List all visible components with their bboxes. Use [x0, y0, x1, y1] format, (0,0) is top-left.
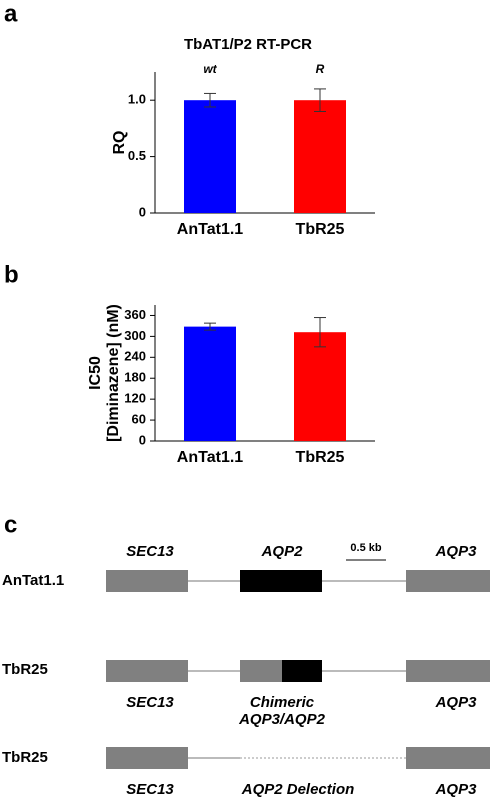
- y-tick-label: 60: [132, 412, 146, 427]
- gene-diagram: 0.5 kb AnTat1.1 SEC13 AQP2 AQP3 TbR25 SE…: [2, 542, 490, 798]
- panel-label: a: [4, 0, 18, 27]
- gene-box: [106, 660, 188, 682]
- y-axis-label: IC50: [87, 356, 104, 390]
- gene-label: AQP2 Delection: [241, 781, 355, 798]
- y-axis-label: RQ: [111, 131, 128, 155]
- y-tick-label: 120: [124, 391, 146, 406]
- gene-label: AQP3: [435, 694, 478, 711]
- gene-box: [240, 660, 282, 682]
- gene-label: AQP3: [435, 543, 478, 560]
- y-tick-label: 0: [139, 204, 146, 219]
- x-tick-label: AnTat1.1: [177, 449, 243, 466]
- annotation: wt: [203, 62, 217, 76]
- gene-box: [406, 747, 490, 769]
- gene-box: [106, 747, 188, 769]
- gene-label: AQP3/AQP2: [238, 711, 326, 728]
- row-label: TbR25: [2, 661, 48, 678]
- gene-box: [240, 570, 322, 592]
- x-tick-label: TbR25: [296, 221, 345, 238]
- row-label: TbR25: [2, 749, 48, 766]
- gene-box: [282, 660, 322, 682]
- gene-label: AQP2: [261, 543, 304, 560]
- y-tick-label: 1.0: [128, 92, 146, 107]
- error-bar: [204, 322, 216, 331]
- error-bar: [204, 92, 216, 108]
- y-tick-label: 0.5: [128, 148, 146, 163]
- row-label: AnTat1.1: [2, 572, 64, 589]
- gene-box: [406, 660, 490, 682]
- x-tick-label: TbR25: [296, 449, 345, 466]
- y-axis-label: [Diminazene] (nM): [105, 304, 122, 442]
- y-tick-label: 360: [124, 307, 146, 322]
- bar: [184, 100, 236, 213]
- panel-label: b: [4, 261, 19, 288]
- gene-box: [106, 570, 188, 592]
- gene-label: AQP3: [435, 781, 478, 798]
- annotation: R: [316, 62, 325, 76]
- gene-box: [406, 570, 490, 592]
- y-tick-label: 240: [124, 349, 146, 364]
- error-bar: [314, 317, 326, 348]
- y-tick-label: 300: [124, 328, 146, 343]
- gene-label: SEC13: [126, 781, 174, 798]
- y-tick-label: 0: [139, 432, 146, 447]
- error-bar: [314, 88, 326, 112]
- y-tick-label: 180: [124, 370, 146, 385]
- bar: [294, 332, 346, 441]
- x-tick-label: AnTat1.1: [177, 221, 243, 238]
- panel-label: c: [4, 511, 17, 538]
- bar: [184, 326, 236, 441]
- gene-label: SEC13: [126, 694, 174, 711]
- scale-label: 0.5 kb: [350, 542, 381, 554]
- gene-label: Chimeric: [250, 694, 315, 711]
- bar: [294, 100, 346, 213]
- gene-label: SEC13: [126, 543, 174, 560]
- chart-title: TbAT1/P2 RT-PCR: [184, 36, 312, 53]
